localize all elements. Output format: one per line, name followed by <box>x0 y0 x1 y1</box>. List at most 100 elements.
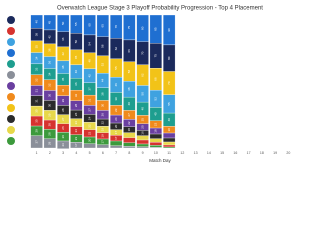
x-tick-label: 18 <box>260 151 264 155</box>
logo <box>7 126 15 134</box>
value-label: 38 <box>48 48 52 52</box>
value-label: 66 <box>127 49 131 53</box>
value-label: 26 <box>74 112 78 116</box>
value-label: 62 <box>114 47 118 51</box>
logo <box>7 82 15 90</box>
value-label: 34 <box>34 56 38 60</box>
value-label: 37 <box>34 140 38 144</box>
logo <box>7 71 15 79</box>
value-label: 38 <box>101 92 105 96</box>
value-label: 35 <box>61 77 65 81</box>
logo <box>7 60 15 68</box>
value-label: 65 <box>101 24 105 28</box>
bar-segment <box>163 141 176 146</box>
value-label: 28 <box>74 103 78 107</box>
bar-segment <box>110 140 123 146</box>
logo <box>7 93 15 101</box>
value-label: 32 <box>48 83 52 87</box>
team-logos <box>7 16 15 145</box>
x-tick-label: 4 <box>75 151 77 155</box>
value-label: 30 <box>34 109 38 113</box>
value-label: 70 <box>140 51 144 55</box>
bar-segment <box>123 132 136 138</box>
x-tick-label: 13 <box>194 151 198 155</box>
value-label: 26 <box>61 135 65 139</box>
x-tick-label: 3 <box>62 151 64 155</box>
value-label: 46 <box>114 83 118 87</box>
value-label: 70 <box>167 81 171 85</box>
bar-segment <box>163 144 176 148</box>
value-label: 29 <box>61 99 65 103</box>
value-label: 85 <box>154 27 158 31</box>
value-label: 48 <box>127 87 131 91</box>
value-label: 42 <box>48 35 52 39</box>
chart: Overwatch League Stage 3 Playoff Probabi… <box>7 5 291 164</box>
x-tick-label: 19 <box>273 151 277 155</box>
bar-segment <box>149 133 162 139</box>
value-label: 17 <box>114 131 118 135</box>
value-label: 20 <box>167 128 171 132</box>
value-label: 16 <box>140 131 144 135</box>
value-label: 38 <box>61 65 65 69</box>
value-label: 46 <box>61 37 65 41</box>
x-tick-label: 10 <box>154 151 158 155</box>
value-label: 40 <box>140 107 144 111</box>
value-label: 31 <box>87 98 91 102</box>
bar-segment <box>136 143 149 147</box>
value-label: 75 <box>127 25 131 29</box>
value-label: 54 <box>87 42 91 46</box>
value-label: 50 <box>74 40 78 44</box>
value-label: 45 <box>48 20 52 24</box>
value-label: 22 <box>87 131 91 135</box>
value-label: 66 <box>154 77 158 81</box>
value-label: 31 <box>34 99 38 103</box>
value-label: 25 <box>140 118 144 122</box>
x-tick-label: 5 <box>89 151 91 155</box>
bar-segment <box>123 146 136 149</box>
value-label: 44 <box>101 79 105 83</box>
value-label: 38 <box>34 33 38 37</box>
value-label: 24 <box>87 116 91 120</box>
value-label: 22 <box>101 121 105 125</box>
bar-segment <box>123 137 136 143</box>
value-label: 40 <box>127 102 131 106</box>
x-tick-label: 1 <box>36 151 38 155</box>
x-tick-label: 12 <box>180 151 184 155</box>
value-label: 26 <box>101 113 105 117</box>
value-label: 30 <box>48 103 52 107</box>
value-label: 22 <box>87 124 91 128</box>
logo <box>7 27 15 35</box>
x-tick-label: 17 <box>247 151 251 155</box>
logo <box>7 115 15 123</box>
bar-segment <box>30 135 43 149</box>
x-tick-label: 7 <box>115 151 117 155</box>
value-label: 31 <box>34 89 38 93</box>
bar-segment <box>149 142 162 146</box>
value-label: 28 <box>48 132 52 136</box>
value-label: 29 <box>48 113 52 117</box>
value-label: 35 <box>34 45 38 49</box>
value-label: 30 <box>34 119 38 123</box>
value-label: 19 <box>101 128 105 132</box>
bar-segment <box>149 147 162 149</box>
value-label: 28 <box>61 108 65 112</box>
value-label: 58 <box>127 70 131 74</box>
x-tick-label: 2 <box>49 151 51 155</box>
bar-segment <box>110 145 123 149</box>
x-tick-label: 9 <box>142 151 144 155</box>
value-label: 18 <box>154 129 158 133</box>
value-label: 32 <box>61 88 65 92</box>
value-label: 52 <box>154 97 158 101</box>
x-tick-label: 14 <box>207 151 211 155</box>
value-label: 30 <box>48 93 52 97</box>
bar-segment <box>43 138 56 149</box>
value-label: 18 <box>127 128 131 132</box>
logo <box>7 16 15 24</box>
logo <box>7 49 15 57</box>
value-label: 90 <box>167 28 171 32</box>
value-label: 20 <box>114 124 118 128</box>
value-label: 58 <box>101 44 105 48</box>
value-label: 20 <box>87 138 91 142</box>
value-label: 23 <box>74 137 78 141</box>
x-tick-label: 15 <box>220 151 224 155</box>
